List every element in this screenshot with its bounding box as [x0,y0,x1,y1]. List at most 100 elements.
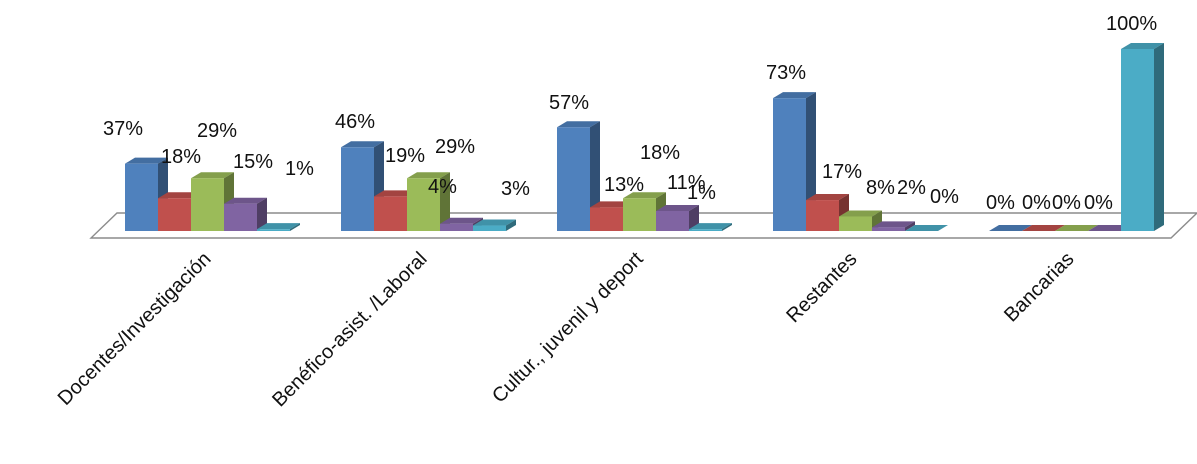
bar-front-face [191,178,224,231]
bar-top-face [1121,43,1164,49]
data-label: 1% [687,182,716,204]
bar-top-face [989,225,1032,231]
bar-top-face [839,210,882,217]
bar-top-face [374,190,417,197]
data-label: 100% [1106,13,1157,35]
data-label: 3% [501,178,530,200]
bar [689,223,732,231]
bar-top-face [473,219,516,226]
bar-front-face [689,229,722,231]
bar [905,225,948,231]
chart-floor-layer [89,212,1197,239]
bar-front-face [341,147,374,231]
bar-top-face [1022,225,1065,231]
bar-front-face [473,225,506,231]
bar [1121,43,1164,231]
bar-top-face [224,197,267,204]
bar [872,221,915,231]
data-label: 0% [930,186,959,208]
data-label: 15% [233,151,273,173]
bar-side-face [440,172,450,231]
data-label-layer: 37% 46% 57% 73% 0% 18% 19% 13% 17% 0% 29% 29% 18% 8% 0… [103,13,1157,214]
data-label: 18% [640,142,680,164]
bar-front-face [224,203,257,231]
bar-front-face [440,223,473,231]
bar [1088,225,1131,231]
bar-front-face [557,127,590,231]
category-label: Cultur., juvenil y deport [488,248,648,408]
bar-front-face [839,216,872,231]
bar-top-face [872,221,915,228]
bar-top-face [1055,225,1098,231]
category-label-layer: Docentes/Investigación Benéfico-asist. /L… [54,248,1079,412]
bar-front-face [590,207,623,231]
bar-front-face [125,163,158,231]
bar-front-face [407,178,440,231]
bar-top-face [590,201,633,208]
bar-front-face [1121,49,1154,231]
bar-top-face [341,141,384,148]
bar-top-face [557,121,600,128]
bar-top-face [656,204,699,211]
data-label: 0% [1052,192,1081,214]
bar-front-face [374,196,407,231]
data-label: 46% [335,111,375,133]
bar-top-face [407,172,450,179]
category-label: Docentes/Investigación [54,248,216,410]
data-label: 1% [285,158,314,180]
bar [407,172,450,231]
bar [839,210,882,231]
data-label: 11% [667,172,706,194]
bar-layer [125,43,1164,231]
bar-top-face [125,157,168,164]
bar-top-face [257,223,300,230]
data-label: 19% [385,145,425,167]
data-label: 13% [604,174,644,196]
bar-front-face [656,210,689,231]
bar-top-face [806,194,849,201]
bar-front-face [773,98,806,231]
bar-top-face [1088,225,1131,231]
bar [656,204,699,231]
bar-top-face [905,225,948,231]
category-label: Benéfico-asist. /Laboral [268,248,431,411]
bar-side-face [1154,43,1164,231]
bar-top-face [191,172,234,179]
category-label: Restantes [782,248,861,327]
bar-front-face [872,227,905,231]
data-label: 2% [897,177,926,199]
bar-front-face [623,198,656,231]
bar [125,157,168,231]
bar-side-face [290,223,300,231]
bar-front-face [257,229,290,231]
bar [257,223,300,231]
bar-top-face [158,192,201,199]
category-label: Bancarias [1000,248,1078,326]
data-label: 18% [161,146,201,168]
data-label: 4% [428,176,457,198]
bar-front-face [158,198,191,231]
bar-side-face [722,223,732,231]
data-label: 17% [822,161,862,183]
bar-side-face [506,219,516,231]
data-label: 0% [1022,192,1051,214]
bar [1055,225,1098,231]
data-label: 57% [549,92,589,114]
data-label: 29% [197,120,237,142]
bar-top-face [440,217,483,224]
bar-side-face [257,197,267,231]
data-label: 8% [866,177,895,199]
data-label: 0% [1084,192,1113,214]
data-label: 29% [435,136,475,158]
bar-front-face [806,200,839,231]
bar-top-face [623,192,666,199]
bar [989,225,1032,231]
chart-floor [89,212,1197,239]
bar-top-face [689,223,732,230]
bar-top-face [773,92,816,99]
bar [224,197,267,231]
bar-side-face [689,204,699,231]
data-label: 37% [103,118,143,140]
